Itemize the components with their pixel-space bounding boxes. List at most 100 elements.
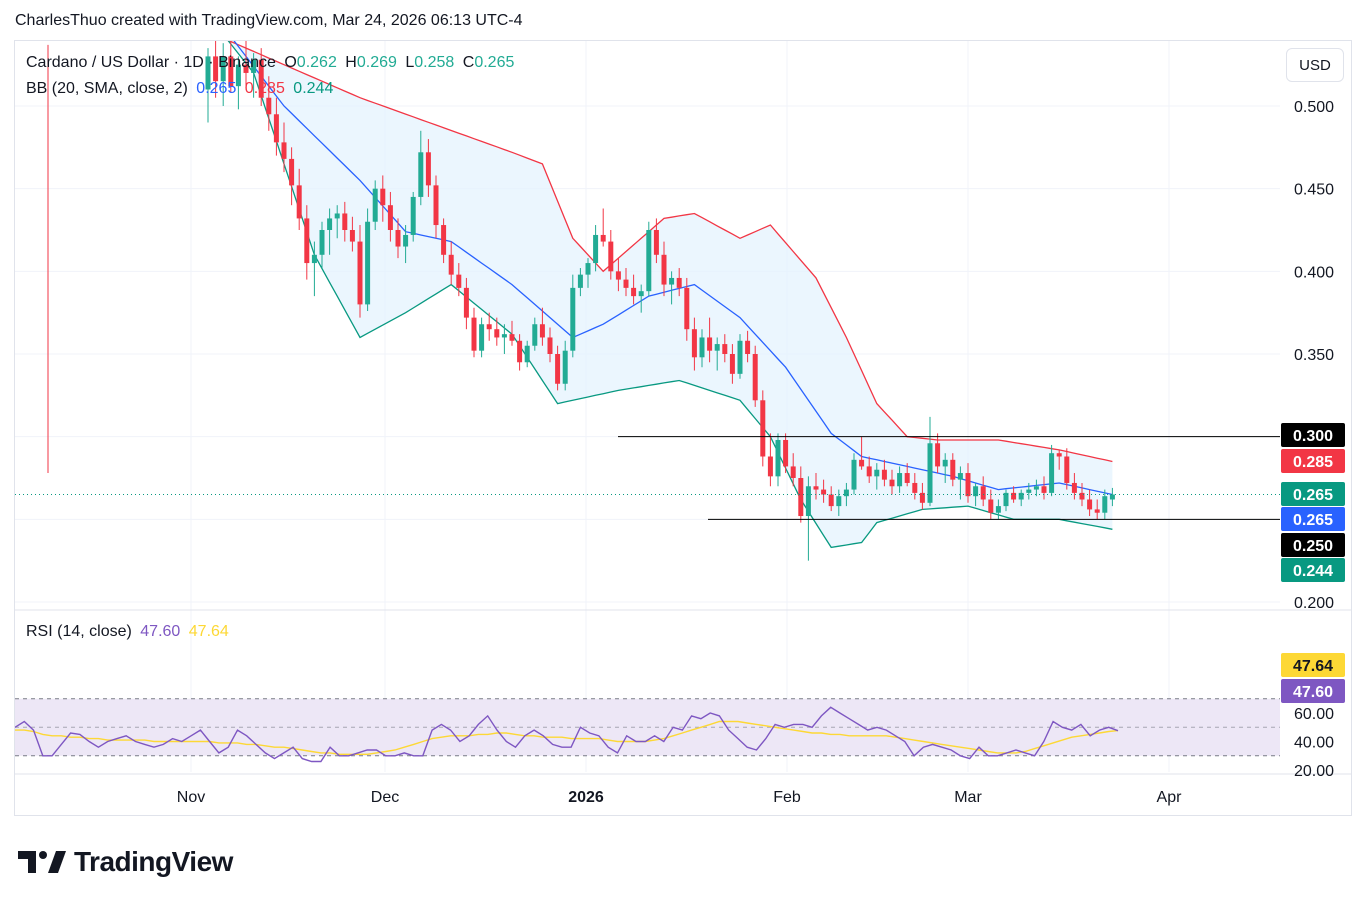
time-axis-label: Feb: [773, 789, 801, 806]
rsi-tag-label: 47.64: [1293, 658, 1333, 675]
candle-body: [1056, 453, 1062, 457]
time-axis-label: Apr: [1157, 789, 1183, 806]
candle-body: [813, 486, 819, 490]
candle-body: [425, 152, 431, 186]
candle-body: [327, 218, 333, 230]
price-tag-bg: [1281, 449, 1345, 473]
candle-body: [752, 354, 758, 401]
candle-body: [691, 329, 697, 358]
price-tag-bg: [1281, 507, 1345, 531]
candle-body: [653, 230, 659, 255]
candle-body: [1011, 492, 1017, 500]
candle-body: [676, 277, 682, 288]
close-value: 0.265: [474, 54, 515, 71]
bb-upper-value: 0.285: [244, 80, 285, 97]
candle-body: [311, 254, 317, 264]
candle-body: [919, 492, 925, 503]
tradingview-logo: TradingView: [18, 846, 233, 878]
price-axis-label: 0.350: [1294, 347, 1334, 364]
time-axis-label: 2026: [568, 789, 604, 806]
high-label: H: [345, 54, 357, 71]
candle-body: [365, 221, 371, 305]
candle-body: [433, 185, 439, 226]
candle-body: [273, 114, 279, 143]
candle-body: [1094, 509, 1100, 513]
candle-body: [494, 329, 500, 338]
candle-body: [646, 230, 652, 292]
candle-body: [403, 234, 409, 247]
rsi-line: [15, 706, 1119, 763]
candle-body: [342, 213, 348, 230]
candle-body: [866, 466, 872, 477]
candle-body: [745, 340, 751, 354]
candle-body: [372, 188, 378, 222]
candle-body: [851, 459, 857, 490]
open-value: 0.262: [296, 54, 337, 71]
price-tag-bg: [1281, 423, 1345, 447]
rsi-label[interactable]: RSI (14, close): [26, 623, 132, 640]
symbol-title[interactable]: Cardano / US Dollar · 1D · Binance: [26, 54, 276, 71]
candle-body: [889, 479, 895, 487]
tradingview-logo-icon: [18, 851, 66, 873]
rsi-tag-label: 47.60: [1293, 684, 1333, 701]
candle-body: [296, 185, 302, 219]
rsi-ma-value: 47.64: [188, 623, 229, 640]
candle-body: [448, 254, 454, 275]
candle-body: [737, 340, 743, 374]
open-label: O: [284, 54, 297, 71]
candle-body: [357, 241, 363, 305]
candle-body: [501, 334, 507, 338]
candle-body: [638, 291, 644, 297]
candle-body: [859, 459, 865, 467]
candle-body: [456, 274, 462, 288]
price-tag-bg: [1281, 533, 1345, 557]
candle-body: [1109, 494, 1115, 500]
candle-body: [965, 473, 971, 497]
candle-body: [600, 234, 606, 242]
candle-body: [213, 56, 219, 82]
candle-body: [707, 337, 713, 351]
candle-body: [585, 263, 591, 275]
candle-body: [912, 482, 918, 493]
time-axis-label: Nov: [177, 789, 205, 806]
candle-body: [1079, 492, 1085, 500]
candle-body: [1064, 456, 1070, 483]
tradingview-wordmark: TradingView: [74, 846, 233, 877]
price-tag-label: 0.300: [1293, 428, 1333, 445]
price-tag-label: 0.285: [1293, 454, 1333, 471]
chart-header: CharlesThuo created with TradingView.com…: [15, 12, 523, 29]
candle-body: [760, 400, 766, 457]
candle-body: [722, 344, 728, 354]
bb-legend: BB (20, SMA, close, 2) 0.265 0.285 0.244: [26, 80, 337, 98]
candle-body: [251, 59, 257, 73]
candle-body: [957, 473, 963, 480]
candle-body: [767, 456, 773, 477]
low-label: L: [405, 54, 415, 71]
candle-body: [205, 56, 211, 90]
close-label: C: [462, 54, 475, 71]
price-tag-label: 0.265: [1293, 487, 1333, 504]
time-axis-label: Dec: [371, 789, 399, 806]
candle-body: [532, 324, 538, 346]
currency-button[interactable]: USD: [1286, 48, 1344, 82]
chart-frame: [14, 40, 1352, 816]
rsi-tag-bg: [1281, 679, 1345, 703]
candle-body: [1049, 453, 1055, 493]
bb-label[interactable]: BB (20, SMA, close, 2): [26, 80, 188, 97]
candle-body: [410, 196, 416, 235]
candle-body: [304, 218, 310, 264]
price-axis-label: 0.500: [1294, 99, 1334, 116]
candle-body: [334, 213, 340, 219]
candle-body: [684, 287, 690, 330]
candle-body: [1003, 492, 1009, 507]
candle-body: [570, 287, 576, 351]
candle-body: [349, 230, 355, 242]
candle-body: [942, 459, 948, 467]
candle-body: [1033, 486, 1039, 490]
candle-body: [661, 254, 667, 285]
candle-body: [623, 279, 629, 288]
price-axis-label: 0.400: [1294, 264, 1334, 281]
price-tag-label: 0.250: [1293, 538, 1333, 555]
candle-body: [980, 486, 986, 500]
